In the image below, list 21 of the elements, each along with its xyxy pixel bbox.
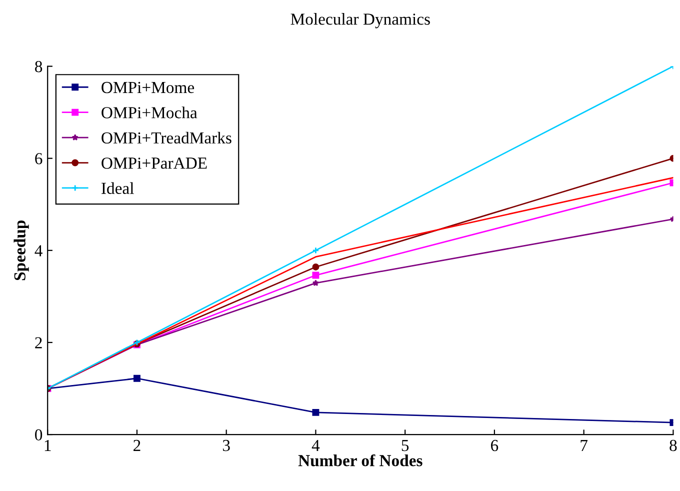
x-tick-label: 1 [44,440,51,451]
x-tick-label: 7 [580,440,588,451]
legend-label: Ideal [102,182,134,194]
legend-label: OMPi+TreadMarks [102,132,232,144]
x-tick-label: 8 [670,440,677,452]
y-tick-label: 4 [34,245,42,256]
chart-title: Molecular Dynamics [290,13,430,28]
y-tick-label: 8 [35,60,42,72]
x-tick-label: 5 [402,440,409,452]
x-tick-label: 3 [222,440,230,452]
legend-label: OMPi+Mome [102,82,194,94]
x-tick-label: 2 [134,440,140,451]
y-axis-title: Speedup [14,220,29,280]
x-tick-label: 4 [312,440,320,451]
x-tick-label: 6 [491,440,498,452]
legend-label: OMPi+Mocha [102,106,198,118]
y-tick-label: 0 [35,429,42,440]
y-tick-label: 2 [35,337,42,348]
x-axis-title: Number of Nodes [298,454,422,466]
y-tick-label: 6 [35,153,42,164]
legend-label: OMPi+ParADE [102,158,207,169]
